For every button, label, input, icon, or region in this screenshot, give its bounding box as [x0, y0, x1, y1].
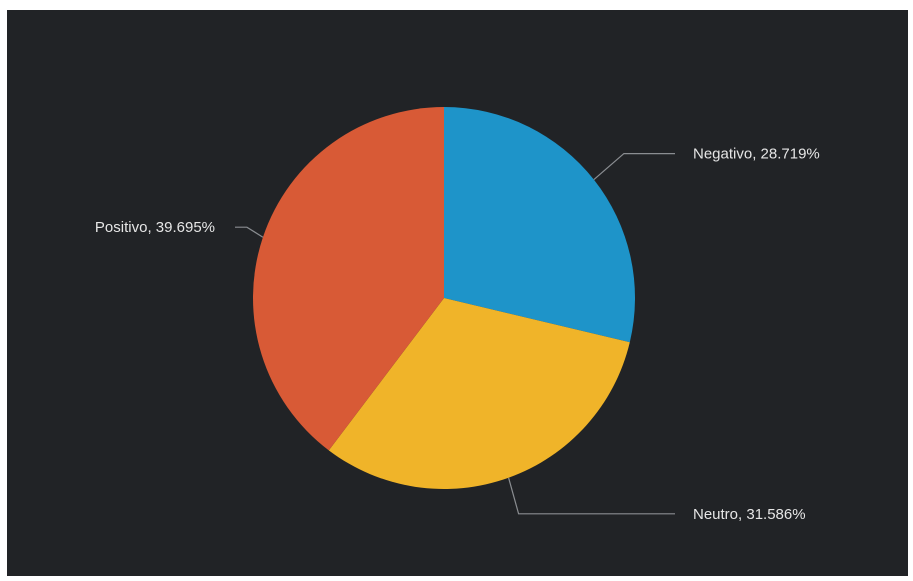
leader-line-neutro — [508, 477, 675, 515]
leader-line-positivo — [235, 226, 264, 238]
pie-slices — [253, 107, 636, 490]
slice-label-neutro: Neutro, 31.586% — [693, 506, 806, 523]
slice-labels: Negativo, 28.719% Neutro, 31.586% Positivo… — [95, 146, 820, 523]
slice-label-positivo: Positivo, 39.695% — [95, 219, 215, 236]
pie-slice-neutro[interactable] — [328, 298, 630, 490]
pie-chart: Negativo, 28.719% Neutro, 31.586% Positivo… — [95, 107, 820, 523]
leader-lines — [235, 153, 675, 515]
slice-label-negativo: Negativo, 28.719% — [693, 146, 820, 163]
leader-line-negativo — [593, 153, 675, 181]
pie-slice-positivo[interactable] — [253, 107, 444, 451]
pie-slice-negativo[interactable] — [444, 107, 636, 343]
chart-panel: Negativo, 28.719% Neutro, 31.586% Positivo… — [7, 10, 908, 576]
